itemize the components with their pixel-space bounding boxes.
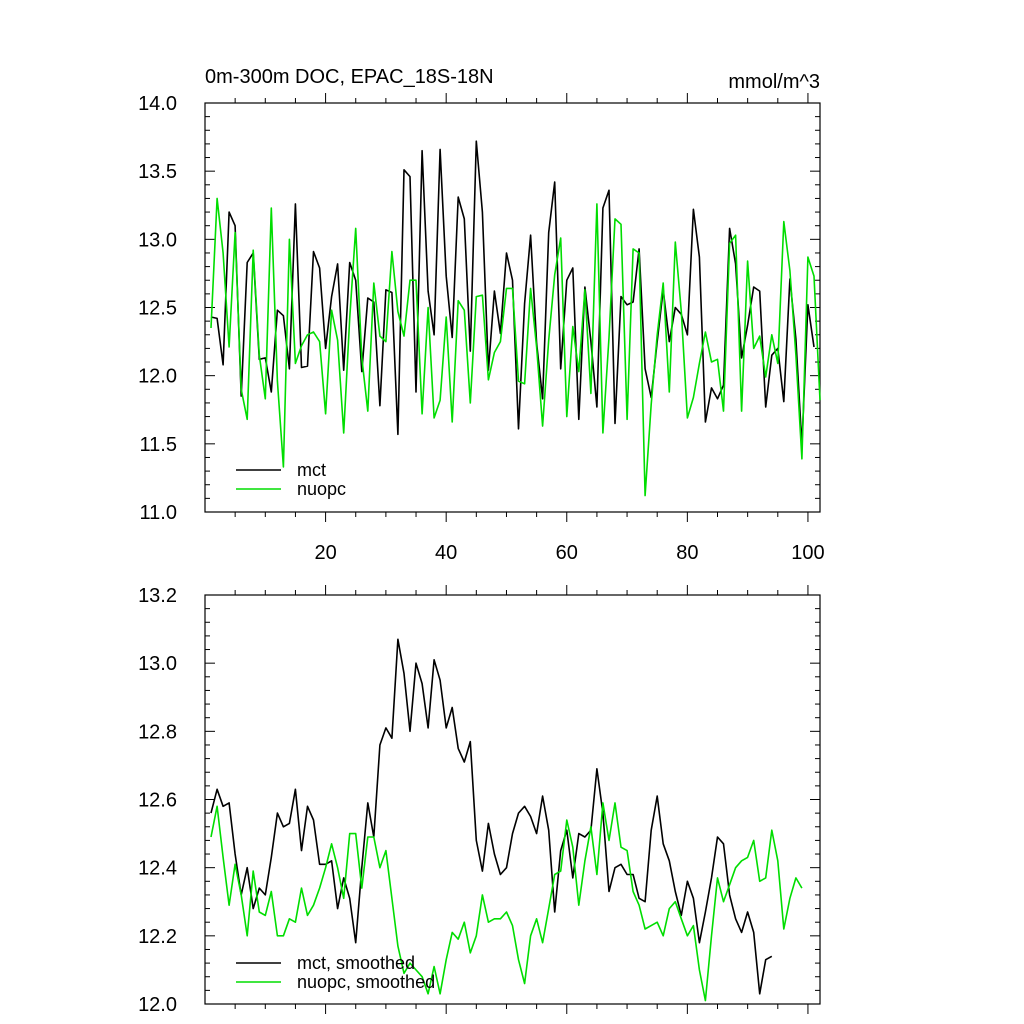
- y-tick-label: 12.5: [138, 298, 177, 320]
- bottom-panel: 12.0 12.2 12.4 12.6 12.8 13.0 13.2 mct, smooth…: [138, 585, 821, 1016]
- bottom-series-lines: [210, 638, 803, 1002]
- x-tick-label: 80: [676, 542, 698, 564]
- y-tick-label: 13.0: [138, 653, 177, 675]
- series-line-nuopc-smoothed: [210, 802, 803, 1002]
- legend-label-mct-smoothed: mct, smoothed: [297, 953, 415, 973]
- y-tick-label: 12.0: [138, 994, 177, 1016]
- y-tick-label: 13.2: [138, 585, 177, 607]
- x-tick-label: 60: [556, 542, 578, 564]
- series-line-nuopc: [210, 197, 821, 497]
- y-tick-label: 12.0: [138, 366, 177, 388]
- bottom-axis-ticks: 12.0 12.2 12.4 12.6 12.8 13.0 13.2: [138, 585, 820, 1016]
- x-tick-label: 100: [791, 542, 824, 564]
- x-tick-label: 40: [435, 542, 457, 564]
- top-axis-ticks: 11.0 11.5 12.0 12.5 13.0 13.5 14.0 20 40 60 80 100: [138, 93, 825, 564]
- units-label: mmol/m^3: [728, 71, 820, 93]
- series-line-mct-smoothed: [210, 638, 773, 995]
- y-tick-label: 11.0: [140, 502, 177, 524]
- legend-label-mct: mct: [297, 460, 326, 480]
- y-tick-label: 11.5: [140, 434, 177, 456]
- top-series-lines: [210, 140, 821, 497]
- x-tick-label: 20: [314, 542, 336, 564]
- y-tick-label: 12.4: [138, 858, 177, 880]
- legend-label-nuopc: nuopc: [297, 479, 346, 499]
- top-panel: 0m-300m DOC, EPAC_18S-18N mmol/m^3 11.01…: [138, 66, 825, 564]
- y-tick-label: 14.0: [138, 93, 177, 115]
- y-tick-label: 12.8: [138, 721, 177, 743]
- y-tick-label: 13.0: [138, 229, 177, 251]
- y-tick-label: 12.6: [138, 790, 177, 812]
- chart-title: 0m-300m DOC, EPAC_18S-18N: [205, 66, 494, 88]
- y-tick-label: 12.2: [138, 926, 177, 948]
- series-line-mct: [210, 140, 815, 447]
- bottom-legend: mct, smoothed nuopc, smoothed: [236, 953, 435, 992]
- legend-label-nuopc-smoothed: nuopc, smoothed: [297, 972, 435, 992]
- top-legend: mct nuopc: [236, 460, 346, 499]
- bottom-plot-frame: [204, 594, 821, 1005]
- y-tick-label: 13.5: [138, 161, 177, 183]
